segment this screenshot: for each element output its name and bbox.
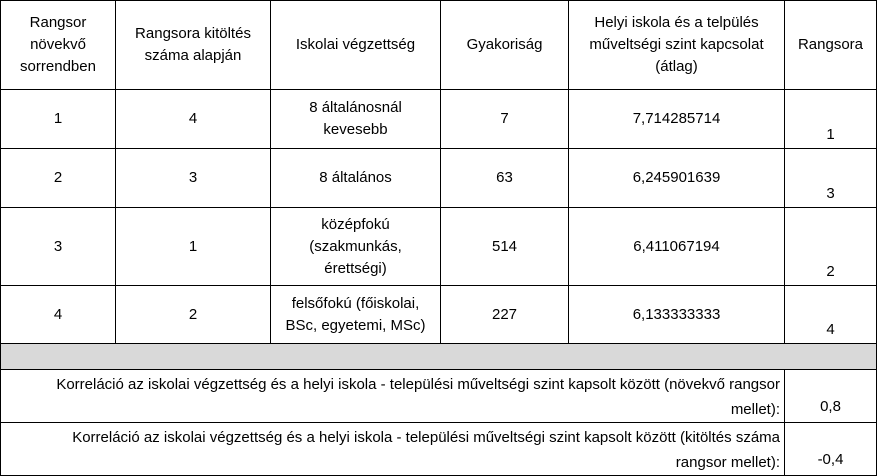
correlation-value: -0,4 — [784, 422, 877, 476]
cell: 4 — [115, 89, 271, 149]
header-cell: Rangsora — [784, 0, 877, 90]
separator-row — [0, 343, 877, 370]
cell: 2 — [0, 148, 116, 208]
cell: 3 — [0, 207, 116, 286]
cell: felsőfokú (főiskolai, BSc, egyetemi, MSc… — [270, 285, 441, 344]
header-text: Gyakoriság — [466, 36, 543, 53]
correlation-label: Korreláció az iskolai végzettség és a he… — [0, 369, 785, 423]
cell: 6,411067194 — [568, 207, 785, 286]
header-text: Rangsor növekvő sorrendben — [20, 14, 96, 75]
cell: 6,133333333 — [568, 285, 785, 344]
cell: 7 — [440, 89, 569, 149]
cell: 514 — [440, 207, 569, 286]
separator — [0, 343, 877, 370]
cell: 4 — [784, 285, 877, 344]
cell: 1 — [115, 207, 271, 286]
correlation-value: 0,8 — [784, 369, 877, 423]
cell-text: 8 általánosnál kevesebb — [309, 99, 402, 138]
cell: 6,245901639 — [568, 148, 785, 208]
table-row: 3 1 középfokú (szakmunkás, érettségi) 51… — [0, 207, 877, 286]
cell: 1 — [784, 89, 877, 149]
cell: 8 általánosnál kevesebb — [270, 89, 441, 149]
header-cell: Helyi iskola és a telpülés műveltségi sz… — [568, 0, 785, 90]
header-row: Rangsor növekvő sorrendben Rangsora kitö… — [0, 0, 877, 90]
correlation-row: Korreláció az iskolai végzettség és a he… — [0, 422, 877, 476]
header-cell: Rangsor növekvő sorrendben — [0, 0, 116, 90]
header-cell: Rangsora kitöltés száma alapján — [115, 0, 271, 90]
cell: 7,714285714 — [568, 89, 785, 149]
cell: 63 — [440, 148, 569, 208]
cell-text: középfokú (szakmunkás, érettségi) — [309, 215, 402, 277]
table-row: 4 2 felsőfokú (főiskolai, BSc, egyetemi,… — [0, 285, 877, 344]
cell: középfokú (szakmunkás, érettségi) — [270, 207, 441, 286]
cell: 227 — [440, 285, 569, 344]
header-text: Iskolai végzettség — [295, 36, 416, 53]
header-cell: Gyakoriság — [440, 0, 569, 90]
cell: 2 — [784, 207, 877, 286]
cell: 8 általános — [270, 148, 441, 208]
cell: 3 — [784, 148, 877, 208]
table-row: 2 3 8 általános 63 6,245901639 3 — [0, 148, 877, 208]
correlation-label: Korreláció az iskolai végzettség és a he… — [0, 422, 785, 476]
cell: 1 — [0, 89, 116, 149]
header-text: Rangsora — [797, 36, 864, 53]
correlation-row: Korreláció az iskolai végzettség és a he… — [0, 369, 877, 423]
header-cell: Iskolai végzettség — [270, 0, 441, 90]
header-text: Helyi iskola és a telpülés műveltségi sz… — [589, 14, 764, 75]
table-row: 1 4 8 általánosnál kevesebb 7 7,71428571… — [0, 89, 877, 149]
cell: 2 — [115, 285, 271, 344]
cell: 4 — [0, 285, 116, 344]
cell: 3 — [115, 148, 271, 208]
header-text: Rangsora kitöltés száma alapján — [135, 25, 251, 64]
